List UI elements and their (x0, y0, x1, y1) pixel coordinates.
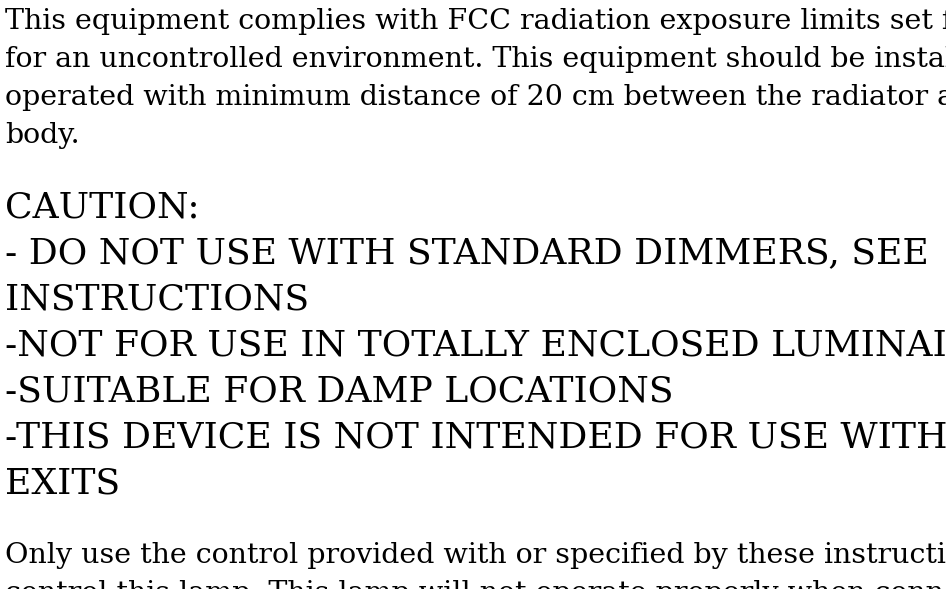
Text: INSTRUCTIONS: INSTRUCTIONS (5, 282, 309, 316)
Text: This equipment complies with FCC radiation exposure limits set forth: This equipment complies with FCC radiati… (5, 8, 946, 35)
Text: control this lamp. This lamp will not operate properly when connected to: control this lamp. This lamp will not op… (5, 580, 946, 589)
Text: body.: body. (5, 122, 79, 149)
Text: -SUITABLE FOR DAMP LOCATIONS: -SUITABLE FOR DAMP LOCATIONS (5, 374, 674, 408)
Text: for an uncontrolled environment. This equipment should be installed and: for an uncontrolled environment. This eq… (5, 46, 946, 73)
Text: CAUTION:: CAUTION: (5, 190, 200, 224)
Text: - DO NOT USE WITH STANDARD DIMMERS, SEE: - DO NOT USE WITH STANDARD DIMMERS, SEE (5, 236, 929, 270)
Text: EXITS: EXITS (5, 466, 120, 500)
Text: operated with minimum distance of 20 cm between the radiator and your: operated with minimum distance of 20 cm … (5, 84, 946, 111)
Text: Only use the control provided with or specified by these instructions to: Only use the control provided with or sp… (5, 542, 946, 569)
Text: -NOT FOR USE IN TOTALLY ENCLOSED LUMINAIRES: -NOT FOR USE IN TOTALLY ENCLOSED LUMINAI… (5, 328, 946, 362)
Text: -THIS DEVICE IS NOT INTENDED FOR USE WITH EMERGENCY: -THIS DEVICE IS NOT INTENDED FOR USE WIT… (5, 420, 946, 454)
